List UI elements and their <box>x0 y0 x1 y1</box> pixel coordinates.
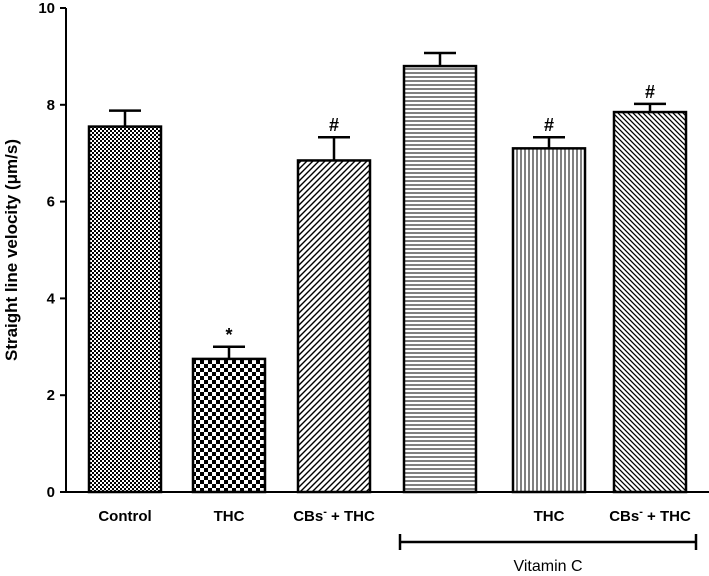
bar-vitamin-c <box>402 64 478 494</box>
bar-control <box>87 125 163 494</box>
cbs-rest-text-2: + THC <box>643 508 691 525</box>
bar-vitc-cbs-thc <box>612 110 688 494</box>
cbs-rest-text: + THC <box>327 508 375 525</box>
bar-cbs-thc <box>296 159 372 494</box>
y-axis-ticks: 0 2 4 6 8 10 <box>38 0 66 501</box>
bar-vitc-thc <box>511 147 587 494</box>
y-tick-label-6: 6 <box>47 194 55 211</box>
error-bar-vitamin-c <box>424 51 456 67</box>
y-tick-label-10: 10 <box>38 0 55 17</box>
error-bar-control <box>109 109 141 127</box>
y-label-unit: μm/s <box>2 145 21 185</box>
y-label-main: Straight line velocity ( <box>2 184 21 361</box>
annotation-thc: * <box>225 325 232 345</box>
x-label-thc: THC <box>214 508 245 525</box>
error-bar-thc <box>213 345 245 359</box>
x-label-vitc-thc: THC <box>534 508 565 525</box>
annotation-vitc-thc: # <box>544 115 554 135</box>
y-tick-label-0: 0 <box>47 484 55 501</box>
annotation-cbs-thc: # <box>329 115 339 135</box>
y-tick-label-8: 8 <box>47 97 55 114</box>
error-bar-vitc-thc <box>533 135 565 149</box>
cbs-text-2: CBs <box>609 508 639 525</box>
cbs-text: CBs <box>293 508 323 525</box>
vitamin-c-bracket <box>398 534 698 550</box>
x-label-cbs-thc: CBs- + THC <box>293 506 375 525</box>
y-tick-label-2: 2 <box>47 387 55 404</box>
x-label-vitc-cbs-thc: CBs- + THC <box>609 506 691 525</box>
error-bar-cbs-thc <box>318 135 350 161</box>
y-axis-label: Straight line velocity (μm/s) <box>2 139 21 361</box>
y-tick-label-4: 4 <box>47 290 56 307</box>
group-label-vitamin-c: Vitamin C <box>513 558 582 575</box>
bar-thc <box>191 357 267 494</box>
bars <box>87 64 688 494</box>
error-bar-vitc-cbs-thc <box>634 102 666 113</box>
error-bars <box>109 51 666 359</box>
cbs-superscript-2: - <box>639 506 643 518</box>
annotation-vitc-cbs-thc: # <box>645 82 655 102</box>
cbs-superscript: - <box>323 506 327 518</box>
x-label-control: Control <box>98 508 151 525</box>
significance-marks: * # # # <box>225 82 655 345</box>
y-label-close: ) <box>2 139 21 145</box>
